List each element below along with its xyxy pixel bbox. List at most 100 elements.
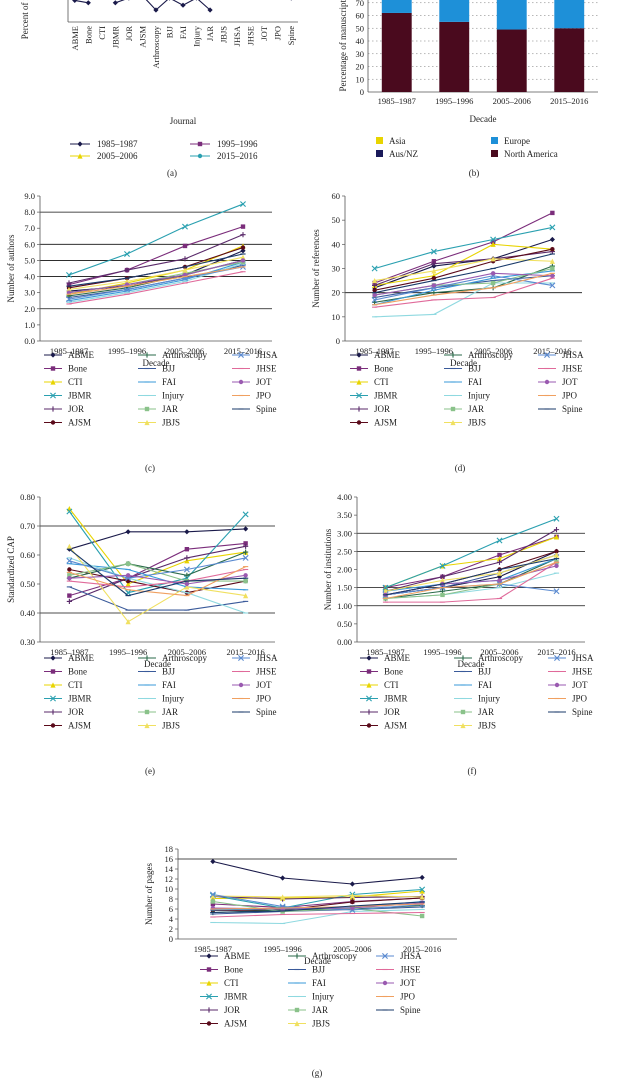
legend-marker [294, 1007, 300, 1013]
legend-label: JOR [68, 707, 84, 717]
data-point [553, 515, 560, 522]
data-point [550, 266, 555, 271]
legend-label: JAR [312, 1005, 328, 1015]
series-line-jhse [374, 277, 553, 308]
legend-label: JBMR [374, 391, 398, 401]
data-point [124, 251, 130, 257]
data-point [554, 549, 559, 554]
legend-label: JBJS [478, 721, 496, 731]
data-point [439, 577, 446, 583]
x-tick-label: Bone [83, 26, 93, 44]
legend-label: FAI [162, 680, 176, 690]
y-axis-title: Standardized CAP [6, 536, 16, 603]
legend-marker [238, 379, 244, 385]
x-tick-label: 2005–2006 [480, 647, 518, 657]
y-tick-label: 8 [169, 894, 173, 904]
legend-marker [460, 709, 466, 715]
x-tick-label: 2005–2006 [168, 647, 206, 657]
x-axis-title: Decade [470, 114, 497, 124]
x-axis-title: Journal [170, 116, 197, 126]
data-point [242, 511, 249, 518]
data-point [125, 561, 131, 566]
x-tick-label: 1985–1987 [50, 346, 88, 356]
legend-label: ABME [224, 951, 251, 961]
data-point [497, 578, 502, 583]
legend-label: JPO [562, 391, 578, 401]
legend-label: JHSE [572, 667, 593, 677]
x-tick-label: ABME [70, 26, 80, 51]
chart-panel-d: 0 10 20 30 40 50 60 1985–1987 1995–1996 2005–2006… [311, 191, 584, 428]
series-line-ajsm [69, 568, 246, 594]
legend-marker [206, 993, 212, 1000]
legend-marker [366, 723, 372, 728]
legend-label: Injury [312, 992, 334, 1002]
y-tick-label: 2.50 [337, 546, 352, 556]
y-tick-label: 4.00 [337, 492, 352, 502]
legend-marker [50, 682, 56, 688]
legend-swatch [376, 150, 383, 157]
series-line-injury [69, 557, 246, 614]
legend-label: JAR [162, 404, 178, 414]
data-point [490, 236, 497, 243]
x-tick-label: 2005–2006 [493, 96, 531, 106]
legend-label: Aus/NZ [389, 149, 418, 159]
y-tick-label: 3.00 [337, 528, 352, 538]
y-tick-label: 0.70 [20, 521, 35, 531]
data-point [490, 241, 496, 247]
x-tick-label: 2015–2016 [533, 346, 571, 356]
x-tick-label: 1995–1996 [435, 96, 473, 106]
data-point [124, 286, 130, 293]
x-tick-label: JOR [124, 26, 134, 41]
series-line-jor [212, 895, 423, 900]
legend-marker [450, 406, 456, 412]
data-point [371, 265, 378, 272]
x-tick-label: 2015–2016 [224, 346, 262, 356]
data-point [243, 549, 249, 555]
data-point [497, 552, 502, 558]
x-tick-label: 2005–2006 [166, 346, 204, 356]
legend-marker [206, 1007, 212, 1013]
legend-marker [206, 953, 212, 959]
data-point [440, 592, 445, 598]
legend-label: BJJ [162, 667, 176, 677]
y-tick-label: 14 [165, 864, 174, 874]
legend-label: AJSM [68, 721, 91, 731]
data-point [66, 280, 72, 286]
legend-marker [294, 1020, 300, 1027]
data-point [184, 572, 190, 578]
legend-label: JPO [572, 694, 588, 704]
data-point [240, 232, 246, 238]
data-point [66, 508, 73, 515]
legend-marker [50, 709, 56, 715]
legend-label: JPO [400, 992, 416, 1002]
data-point [66, 557, 73, 564]
legend-label: AJSM [68, 418, 91, 428]
y-tick-label: 0.60 [20, 550, 35, 560]
legend-label: Arthroscopy [478, 653, 523, 663]
legend-label: JPO [256, 391, 272, 401]
x-tick-label: 1995–1996 [264, 944, 302, 954]
data-point [550, 273, 555, 278]
legend-marker [50, 669, 56, 674]
legend-marker [197, 153, 203, 159]
bar-segment-europe [381, 0, 412, 13]
data-point [243, 593, 249, 599]
data-point [382, 588, 389, 594]
data-point [431, 261, 437, 267]
x-tick-label: Injury [192, 25, 202, 47]
bar-segment-north-america [439, 21, 470, 92]
data-point [183, 566, 190, 573]
legend-marker [460, 722, 466, 729]
data-point [490, 280, 496, 286]
y-tick-label: 0 [336, 336, 340, 346]
series-line-jpo [69, 566, 246, 597]
y-axis-title: Number of references [311, 229, 321, 308]
legend-label: ABME [68, 350, 95, 360]
data-point [182, 256, 188, 262]
y-tick-label: 10 [356, 74, 365, 84]
bar-segment-north-america [381, 12, 412, 93]
x-tick-label: 2015–2016 [537, 647, 575, 657]
legend-label: Spine [400, 1005, 421, 1015]
legend-label: Bone [68, 667, 87, 677]
